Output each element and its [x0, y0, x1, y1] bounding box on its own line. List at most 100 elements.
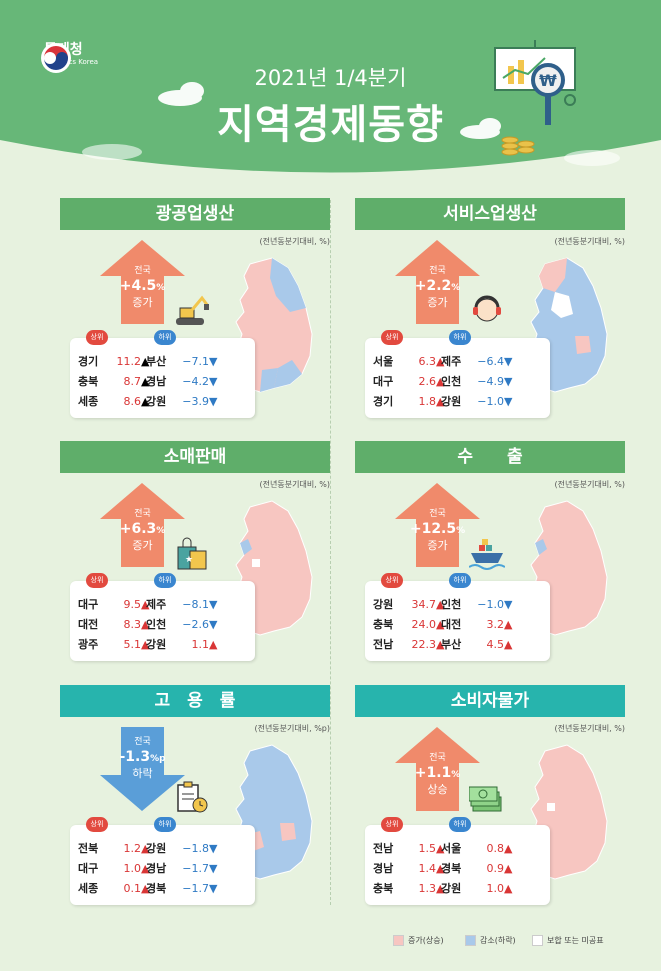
- taegeuk-logo-icon: [41, 43, 71, 73]
- panel-title: 소비자물가: [355, 685, 625, 717]
- table-row: 경북 0.9▲: [441, 862, 513, 875]
- bottom-tag: 하위: [449, 817, 471, 832]
- page-title: 지역경제동향: [217, 102, 444, 148]
- shopping-bag-icon: ★: [177, 537, 207, 570]
- table-row: 인천 −1.0▼: [441, 598, 513, 611]
- panel-exports: 수 출 (전년동분기대비, %) 전국 +12.5% 증가 상위 하위 강원 34…: [355, 441, 625, 676]
- panel-title: 소매판매: [60, 441, 330, 473]
- national-direction: 증가: [132, 296, 153, 309]
- panel-title: 고 용 률: [60, 685, 330, 717]
- legend-decrease: 감소(하락): [465, 935, 516, 946]
- table-row: 대구 1.0▲: [78, 862, 150, 875]
- table-row: 충북 8.7▲: [78, 375, 150, 388]
- table-row: 경남 −4.2▼: [146, 375, 218, 388]
- national-arrow: 전국 +2.2% 증가: [395, 240, 480, 324]
- bottom-tag: 하위: [154, 573, 176, 588]
- panel-consumer-prices: 소비자물가 (전년동분기대비, %) 전국 +1.1% 상승 상위 하위 전남 1…: [355, 685, 625, 920]
- cargo-ship-icon: [469, 539, 505, 570]
- panel-title: 서비스업생산: [355, 198, 625, 230]
- national-value: +2.2%: [414, 278, 461, 294]
- panel-mining-manufacturing: 광공업생산 (전년동분기대비, %) 전국 +4.5% 증가 상위 하위 경기 1…: [60, 198, 330, 433]
- table-row: 경기 11.2▲: [78, 355, 150, 368]
- table-row: 제주 −6.4▼: [441, 355, 513, 368]
- national-value: +1.1%: [414, 765, 461, 781]
- top-tag: 상위: [381, 330, 403, 345]
- up-arrow-icon: [395, 240, 480, 324]
- table-row: 제주 −8.1▼: [146, 598, 218, 611]
- panel-title: 광공업생산: [60, 198, 330, 230]
- table-row: 세종 0.1▲: [78, 882, 150, 895]
- logo-sub: Statistics Korea: [44, 58, 99, 66]
- ranking-table: 상위 하위 경기 11.2▲ 충북 8.7▲ 세종 8.6▲ 부산 −7.1▼ 경남 −4…: [70, 330, 255, 418]
- ranking-table: 상위 하위 서울 6.3▲ 대구 2.6▲ 경기 1.8▲ 제주 −6.4▼ 인천 −4.…: [365, 330, 550, 418]
- table-row: 충북 1.3▲: [373, 882, 445, 895]
- national-value: +6.3%: [119, 521, 166, 537]
- bottom-tag: 하위: [449, 573, 471, 588]
- national-label: 전국: [429, 266, 446, 276]
- panel-retail-sales: 소매판매 (전년동분기대비, %) 전국 +6.3% 증가 ★ 상위 하위 대구…: [60, 441, 330, 676]
- logo: 통계청 Statistics Korea: [40, 42, 99, 73]
- panel-unit: (전년동분기대비, %): [554, 237, 625, 246]
- korea-map: [528, 256, 615, 412]
- table-row: 대전 8.3▲: [78, 618, 150, 631]
- legend-neutral: 보합 또는 미공표: [532, 935, 604, 946]
- legend-swatch-neutral: [532, 935, 543, 946]
- national-label: 전국: [429, 509, 446, 519]
- panel-title: 수 출: [355, 441, 625, 473]
- panel-service-production: 서비스업생산 (전년동분기대비, %) 전국 +2.2% 증가 상위 하위 서울…: [355, 198, 625, 433]
- table-row: 경남 1.4▲: [373, 862, 445, 875]
- national-label: 전국: [134, 737, 151, 747]
- panel-unit: (전년동분기대비, %): [259, 237, 330, 246]
- top-tag: 상위: [86, 330, 108, 345]
- table-row: 서울 0.8▲: [441, 842, 513, 855]
- top-tag: 상위: [86, 817, 108, 832]
- ranking-table: 상위 하위 전북 1.2▲ 대구 1.0▲ 세종 0.1▲ 강원 −1.8▼ 경남 −1.…: [70, 817, 255, 905]
- down-arrow-icon: [100, 727, 185, 811]
- national-label: 전국: [429, 753, 446, 763]
- chart-board-illustration: ₩: [494, 40, 576, 156]
- national-direction: 증가: [427, 296, 448, 309]
- table-row: 인천 −4.9▼: [441, 375, 513, 388]
- bottom-tag: 하위: [154, 817, 176, 832]
- table-row: 광주 5.1▲: [78, 638, 150, 651]
- up-arrow-icon: [100, 240, 185, 324]
- up-arrow-icon: [395, 727, 480, 811]
- panel-unit: (전년동분기대비, %): [554, 480, 625, 489]
- national-value: -1.3%p: [119, 749, 166, 765]
- national-value: +4.5%: [119, 278, 166, 294]
- table-row: 대구 9.5▲: [78, 598, 150, 611]
- table-row: 부산 4.5▲: [441, 638, 513, 651]
- table-row: 경북 −1.7▼: [146, 882, 218, 895]
- top-tag: 상위: [381, 573, 403, 588]
- table-row: 전남 1.5▲: [373, 842, 445, 855]
- national-arrow: 전국 +12.5% 증가: [395, 483, 480, 567]
- table-row: 강원 −1.0▼: [441, 395, 513, 408]
- table-row: 대전 3.2▲: [441, 618, 513, 631]
- table-row: 강원 −1.8▼: [146, 842, 218, 855]
- table-row: 인천 −2.6▼: [146, 618, 218, 631]
- ranking-table: 상위 하위 대구 9.5▲ 대전 8.3▲ 광주 5.1▲ 제주 −8.1▼ 인천 −2.…: [70, 573, 255, 661]
- panel-unit: (전년동분기대비, %): [259, 480, 330, 489]
- bottom-tag: 하위: [449, 330, 471, 345]
- table-row: 강원 1.0▲: [441, 882, 513, 895]
- header-background: ₩: [0, 0, 661, 173]
- top-tag: 상위: [86, 573, 108, 588]
- headset-agent-icon: [473, 295, 501, 322]
- ranking-table: 상위 하위 전남 1.5▲ 경남 1.4▲ 충북 1.3▲ 서울 0.8▲ 경북 0.9▲…: [365, 817, 550, 905]
- table-row: 강원 1.1▲: [146, 638, 218, 651]
- panel-unit: (전년동분기대비, %): [554, 724, 625, 733]
- svg-text:₩: ₩: [539, 71, 557, 90]
- national-arrow: 전국 +6.3% 증가: [100, 483, 185, 567]
- legend-swatch-increase: [393, 935, 404, 946]
- national-arrow: 전국 +4.5% 증가: [100, 240, 185, 324]
- up-arrow-icon: [100, 483, 185, 567]
- subtitle: 2021년 1/4분기: [254, 66, 407, 90]
- table-row: 강원 34.7▲: [373, 598, 445, 611]
- national-direction: 상승: [427, 783, 448, 796]
- national-direction: 증가: [427, 539, 448, 552]
- up-arrow-icon: [395, 483, 480, 567]
- top-tag: 상위: [381, 817, 403, 832]
- bottom-tag: 하위: [154, 330, 176, 345]
- table-row: 부산 −7.1▼: [146, 355, 218, 368]
- table-row: 강원 −3.9▼: [146, 395, 218, 408]
